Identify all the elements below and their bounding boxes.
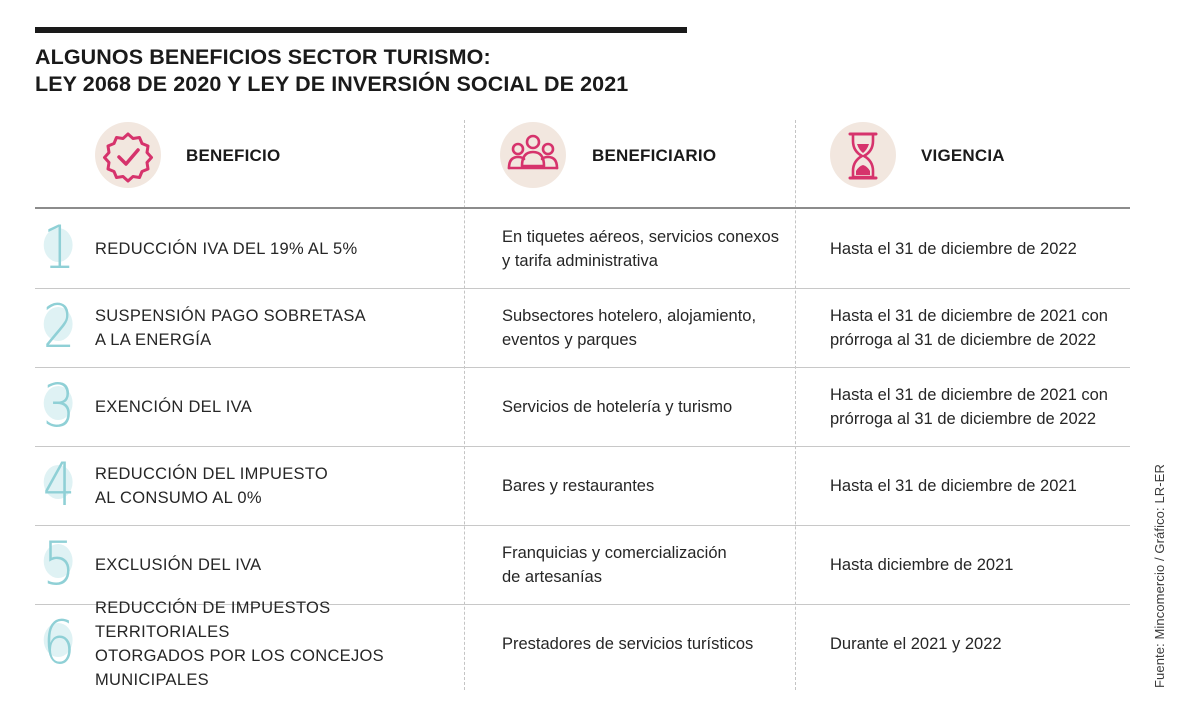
cell-beneficiario: Subsectores hotelero, alojamiento, event… bbox=[502, 306, 757, 349]
cell-vigencia: Durante el 2021 y 2022 bbox=[830, 634, 1002, 653]
cell-beneficio: EXCLUSIÓN DEL IVA bbox=[95, 555, 262, 574]
cell-beneficiario: En tiquetes aéreos, servicios conexos y … bbox=[502, 227, 779, 270]
source-credit: Fuente: Mincomercio / Gráfico: LR-ER bbox=[1152, 464, 1167, 688]
column-header-beneficio: BENEFICIO bbox=[186, 146, 281, 165]
cell-beneficio: EXENCIÓN DEL IVA bbox=[95, 397, 253, 416]
cell-beneficiario: Prestadores de servicios turísticos bbox=[502, 634, 754, 653]
row-number: 4 bbox=[42, 450, 76, 520]
cell-beneficiario: Bares y restaurantes bbox=[502, 476, 655, 495]
cell-vigencia: Hasta el 31 de diciembre de 2021 bbox=[830, 476, 1077, 495]
row-number: 5 bbox=[42, 529, 76, 599]
row-number: 2 bbox=[42, 292, 76, 362]
table-row: 2 SUSPENSIÓN PAGO SOBRETASA A LA ENERGÍA… bbox=[35, 288, 1130, 368]
table-row: 4 REDUCCIÓN DEL IMPUESTO AL CONSUMO AL 0… bbox=[35, 446, 1130, 526]
table-row: 1 REDUCCIÓN IVA DEL 19% AL 5% En tiquete… bbox=[35, 209, 1130, 289]
column-header-vigencia: VIGENCIA bbox=[921, 146, 1005, 165]
cell-vigencia: Hasta el 31 de diciembre de 2021 con pró… bbox=[830, 306, 1108, 349]
top-bar bbox=[35, 27, 687, 33]
title-line-2: LEY 2068 DE 2020 Y LEY DE INVERSIÓN SOCI… bbox=[35, 72, 629, 96]
cell-beneficio: REDUCCIÓN IVA DEL 19% AL 5% bbox=[95, 239, 358, 258]
hourglass-icon bbox=[830, 122, 896, 188]
people-group-icon bbox=[500, 122, 566, 188]
row-number: 1 bbox=[42, 213, 76, 283]
check-badge-icon bbox=[95, 122, 161, 188]
column-divider bbox=[464, 120, 465, 690]
table-row: 3 EXENCIÓN DEL IVA Servicios de hotelerí… bbox=[35, 367, 1130, 447]
row-number: 6 bbox=[42, 608, 76, 678]
title-line-1: ALGUNOS BENEFICIOS SECTOR TURISMO: bbox=[35, 45, 491, 69]
column-divider bbox=[795, 120, 796, 690]
cell-vigencia: Hasta el 31 de diciembre de 2022 bbox=[830, 239, 1077, 258]
cell-beneficio: REDUCCIÓN DE IMPUESTOS TERRITORIALES OTO… bbox=[95, 598, 384, 689]
cell-beneficiario: Franquicias y comercialización de artesa… bbox=[502, 543, 727, 586]
cell-vigencia: Hasta el 31 de diciembre de 2021 con pró… bbox=[830, 385, 1108, 428]
table-row: 6 REDUCCIÓN DE IMPUESTOS TERRITORIALES O… bbox=[35, 598, 1130, 689]
cell-vigencia: Hasta diciembre de 2021 bbox=[830, 555, 1014, 574]
table-row: 5 EXCLUSIÓN DEL IVA Franquicias y comerc… bbox=[35, 525, 1130, 605]
page-title: ALGUNOS BENEFICIOS SECTOR TURISMO: LEY 2… bbox=[35, 44, 628, 98]
row-number: 3 bbox=[42, 371, 76, 441]
cell-beneficio: REDUCCIÓN DEL IMPUESTO AL CONSUMO AL 0% bbox=[95, 464, 329, 507]
cell-beneficio: SUSPENSIÓN PAGO SOBRETASA A LA ENERGÍA bbox=[95, 306, 366, 349]
cell-beneficiario: Servicios de hotelería y turismo bbox=[502, 397, 733, 416]
column-header-beneficiario: BENEFICIARIO bbox=[592, 146, 717, 165]
header-rule bbox=[35, 207, 1130, 209]
